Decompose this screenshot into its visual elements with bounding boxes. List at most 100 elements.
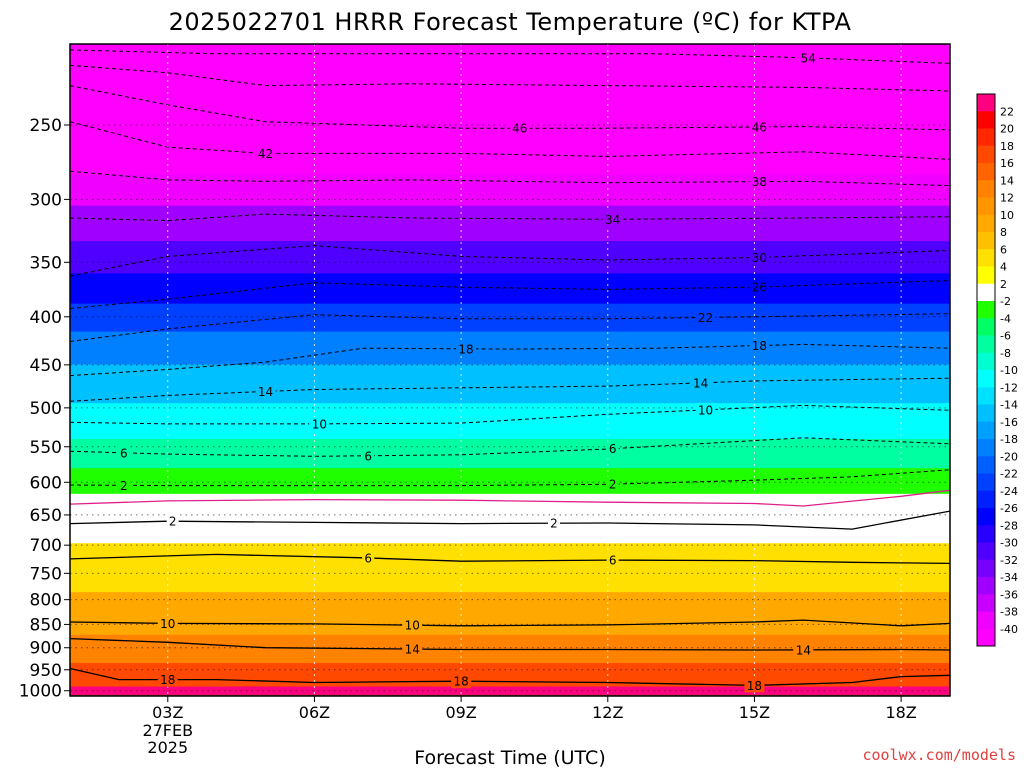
colorbar-swatch <box>977 421 995 440</box>
contour-label: 10 <box>160 617 175 631</box>
colorbar-label: -36 <box>1000 588 1018 601</box>
contour-label: 10 <box>405 619 420 633</box>
colorbar-label: 12 <box>1000 192 1014 205</box>
contour-label-bg <box>255 146 276 161</box>
contour-label: 2 <box>550 517 558 531</box>
temperature-band <box>70 364 950 404</box>
credit-link[interactable]: coolwx.com/models <box>862 746 1016 764</box>
colorbar-swatch <box>977 145 995 164</box>
contour-label: 18 <box>453 675 468 689</box>
contour-line <box>70 121 950 160</box>
colorbar-swatch <box>977 266 995 285</box>
temperature-band <box>70 543 950 593</box>
contour-line <box>70 343 950 377</box>
temperature-fill <box>70 44 950 696</box>
temperature-band <box>70 174 950 207</box>
plot-frame <box>69 43 951 697</box>
contour-label-bg <box>602 212 623 227</box>
temperature-band <box>70 403 950 440</box>
colorbar-swatch <box>977 577 995 595</box>
colorbar-label: -18 <box>1000 433 1018 446</box>
contour-label: 14 <box>405 643 420 657</box>
contour-label: 46 <box>752 120 767 134</box>
contour-label-bg <box>509 121 530 136</box>
y-tick-label: 650 <box>30 506 62 526</box>
contour-label-bg <box>695 402 716 417</box>
contour-line <box>70 510 950 530</box>
colorbar-swatch <box>977 94 995 112</box>
temperature-band <box>70 44 950 90</box>
colorbar-label: -8 <box>1000 347 1011 360</box>
colorbar-label: -12 <box>1000 381 1018 394</box>
x-tick-label: 18Z <box>885 703 916 722</box>
contour-label: 6 <box>120 446 128 460</box>
contour-label-bg <box>749 174 770 189</box>
colorbar-swatch <box>977 387 995 405</box>
colorbar-label: 4 <box>1000 261 1007 274</box>
contour-label: 18 <box>458 342 473 356</box>
temperature-band <box>70 663 950 688</box>
temperature-band <box>70 303 950 333</box>
y-tick-label: 400 <box>30 308 62 328</box>
x-tick-label: 03Z <box>152 703 183 722</box>
y-tick-label: 350 <box>30 253 62 273</box>
contour-line <box>70 280 950 309</box>
y-tick-label: 950 <box>30 661 62 681</box>
colorbar-swatch <box>977 508 995 526</box>
contour-label: 46 <box>512 122 527 136</box>
x-tick-date-label: 27FEB <box>142 721 193 740</box>
contour-label: 22 <box>698 311 713 325</box>
temperature-band <box>70 514 950 544</box>
temperature-band <box>70 438 950 469</box>
colorbar-swatch <box>977 352 995 371</box>
colorbar-swatch <box>977 318 995 336</box>
contour-label: 54 <box>801 51 816 65</box>
contour-label: 14 <box>258 385 273 399</box>
colorbar-label: -30 <box>1000 537 1018 550</box>
temperature-band <box>70 592 950 636</box>
y-tick-label: 500 <box>30 399 62 419</box>
contour-label-bg <box>402 618 423 633</box>
contour-line <box>70 619 950 627</box>
y-tick-label: 250 <box>30 116 62 136</box>
colorbar-label: -4 <box>1000 312 1011 325</box>
colorbar-label: -2 <box>1000 295 1011 308</box>
temperature-band <box>70 468 950 495</box>
contour-label: 6 <box>609 442 617 456</box>
colorbar-label: -26 <box>1000 502 1018 515</box>
contour-label: 18 <box>752 339 767 353</box>
contour-label-bg <box>451 674 472 689</box>
y-tick-label: 450 <box>30 356 62 376</box>
contour-label: 42 <box>258 147 273 161</box>
contour-label-bg <box>690 375 711 390</box>
temperature-band <box>70 205 950 242</box>
contour-label: 18 <box>160 673 175 687</box>
colorbar-swatch <box>977 232 995 250</box>
colorbar-label: -20 <box>1000 450 1018 463</box>
contour-label-bg <box>798 50 819 65</box>
contour-label-bg <box>749 338 770 353</box>
contour-line <box>70 637 950 651</box>
temperature-band <box>70 331 950 365</box>
colorbar-swatch <box>977 490 995 509</box>
colorbar-swatch <box>977 594 995 612</box>
y-tick-label: 600 <box>30 473 62 493</box>
contour-line <box>70 469 950 487</box>
colorbar-swatch <box>977 473 995 492</box>
contour-label: 14 <box>796 643 811 657</box>
contour-label-bg <box>309 416 330 431</box>
contour-line <box>70 64 950 92</box>
contour-label: 2 <box>169 515 177 529</box>
contour-line <box>70 49 950 64</box>
colorbar-label: 8 <box>1000 226 1007 239</box>
contour-label-bg <box>548 516 560 531</box>
contour-label-bg <box>166 514 179 529</box>
colorbar-label: -10 <box>1000 364 1018 377</box>
colorbar-label: -38 <box>1000 606 1018 619</box>
colorbar-swatch <box>977 335 995 354</box>
contour-label-bg <box>744 678 765 693</box>
contour-label-bg <box>793 642 814 657</box>
temperature-band <box>70 273 950 305</box>
